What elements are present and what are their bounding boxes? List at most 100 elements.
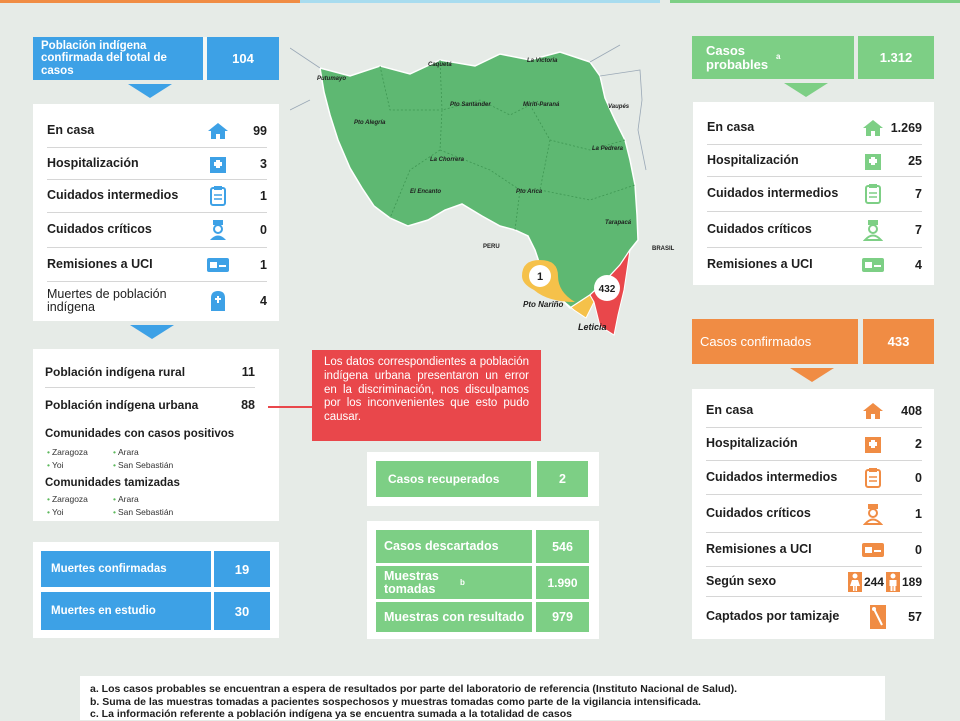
row-value: 4 — [915, 258, 922, 272]
ambulance-icon — [860, 254, 886, 276]
probables-header-label: Casos probables — [706, 42, 769, 72]
comunidades-positivos-list: • Zaragoza • Arara • Yoi • San Sebastián — [47, 447, 247, 470]
row-value: 2 — [915, 437, 922, 451]
confirmados-arrow — [790, 368, 834, 382]
external-border — [290, 44, 647, 171]
leticia-label: Leticia — [578, 322, 607, 332]
rural-row: Población indígena rural 11 — [45, 357, 255, 388]
swab-icon — [870, 605, 886, 629]
leticia-marker — [594, 275, 620, 301]
confirmados-row-intermedios: Cuidados intermedios 0 — [706, 461, 922, 495]
map-label-miriti: Mirití-Paraná — [523, 102, 560, 108]
confirmados-row-criticos: Cuidados críticos 1 — [706, 495, 922, 533]
row-value: 0 — [915, 542, 922, 557]
muertes-card: Muertes confirmadas 19 Muertes en estudi… — [33, 542, 279, 638]
muestras-tomadas-box: Muestras tomadas b — [376, 566, 532, 599]
indigena-row-intermedios: Cuidados intermedios 1 — [47, 180, 267, 213]
probables-row-criticos: Cuidados críticos 7 — [707, 212, 922, 248]
clipboard-icon — [205, 185, 231, 207]
top-accent-green — [670, 0, 960, 3]
probables-row-uci: Remisiones a UCI 4 — [707, 248, 922, 282]
female-icon — [847, 571, 862, 592]
list-item: • Yoi — [47, 460, 64, 470]
sexo-hombres-value: 189 — [901, 574, 922, 589]
indigena-header: Población indígena confirmada del total … — [33, 37, 279, 80]
recuperados-card: Casos recuperados 2 — [367, 452, 599, 506]
muestras-resultado-value: 979 — [536, 602, 589, 632]
nurse-icon — [860, 219, 886, 241]
map-label-vaupes: Vaupés — [608, 104, 630, 110]
indigena-row-criticos: Cuidados críticos 0 — [47, 213, 267, 248]
hospital-icon — [860, 150, 886, 172]
urbana-value: 88 — [241, 398, 255, 412]
row-value: 57 — [908, 610, 922, 624]
row-value: 3 — [260, 156, 267, 171]
ambulance-icon — [860, 539, 886, 561]
list-item: • Arara — [113, 494, 139, 504]
muertes-estudio-value: 30 — [214, 592, 270, 630]
row-value: 0 — [260, 223, 267, 237]
confirmados-row-tamizaje: Captados por tamizaje 57 — [706, 597, 922, 637]
internal-borders — [379, 59, 636, 231]
top-accent-orange — [0, 0, 310, 3]
muestras-tomadas-value: 1.990 — [536, 566, 589, 599]
list-item: • Zaragoza — [47, 447, 88, 457]
comunidades-tamizadas-label: Comunidades tamizadas — [45, 477, 180, 489]
map-label-ptoarica: Pto Arica — [516, 189, 543, 195]
pto-narino-count: 1 — [537, 271, 543, 283]
hospital-icon — [860, 433, 886, 455]
row-label: Remisiones a UCI — [706, 541, 812, 556]
confirmados-row-casa: En casa 408 — [706, 395, 922, 428]
list-item: • Arara — [113, 447, 139, 457]
probables-arrow — [784, 83, 828, 97]
map-label-lachorrera: La Chorrera — [430, 157, 465, 163]
row-value: 4 — [260, 294, 267, 308]
footnote-b: b. Suma de las muestras tomadas a pacien… — [90, 695, 701, 708]
row-value: 99 — [253, 123, 267, 138]
probables-row-intermedios: Cuidados intermedios 7 — [707, 177, 922, 212]
list-item: • Yoi — [47, 507, 64, 517]
row-value: 1 — [260, 257, 267, 272]
ambulance-icon — [205, 254, 231, 276]
row-label: En casa — [707, 120, 755, 135]
indigena-row-hospitalizacion: Hospitalización 3 — [47, 148, 267, 180]
row-label: Cuidados críticos — [707, 221, 812, 236]
map-label-tarapaca: Tarapacá — [605, 220, 632, 226]
confirmados-header-value: 433 — [863, 319, 934, 364]
indigena-row-muertes: Muertes de población indígena 4 — [47, 282, 267, 320]
clipboard-icon — [860, 467, 886, 489]
hospital-icon — [205, 153, 231, 175]
list-item: • San Sebastián — [113, 460, 174, 470]
row-label: Cuidados intermedios — [47, 188, 179, 203]
probables-header: Casos probables a 1.312 — [692, 36, 934, 79]
indigena-row-uci: Remisiones a UCI 1 — [47, 248, 267, 282]
probables-header-label-box: Casos probables a — [692, 36, 854, 79]
row-label: Captados por tamizaje — [706, 609, 840, 624]
probables-header-value: 1.312 — [858, 36, 934, 79]
row-label: Remisiones a UCI — [707, 257, 813, 272]
row-label: Muertes de población indígena — [47, 286, 167, 314]
row-label: En casa — [706, 403, 754, 418]
urbana-row: Población indígena urbana 88 — [45, 389, 255, 421]
map-label-ptoalegria: Pto Alegría — [354, 120, 386, 126]
map-label-lavictoria: La Victoria — [527, 58, 558, 64]
muertes-confirmadas-label: Muertes confirmadas — [41, 551, 211, 587]
row-value: 7 — [915, 187, 922, 201]
indigena-card: En casa 99 Hospitalización 3 Cuidados in… — [33, 104, 279, 321]
urbana-label: Población indígena urbana — [45, 397, 199, 412]
muertes-estudio-label: Muertes en estudio — [41, 592, 211, 630]
error-note: Los datos correspondientes a población i… — [312, 350, 541, 441]
muestras-tomadas-sup: b — [460, 577, 465, 587]
indigena-header-value: 104 — [207, 37, 279, 80]
footnotes: a. Los casos probables se encuentran a e… — [80, 676, 885, 720]
map-label-brasil: BRASIL — [652, 246, 675, 252]
comunidades-positivos-label: Comunidades con casos positivos — [45, 428, 235, 440]
nurse-icon — [860, 503, 886, 525]
descartados-value: 546 — [536, 530, 589, 563]
sexo-mujeres-value: 244 — [863, 574, 884, 589]
map-label-putumayo: Putumayo — [317, 76, 346, 82]
comunidades-tamizadas-list: • Zaragoza • Arara • Yoi • San Sebastián — [47, 494, 247, 517]
footnote-a: a. Los casos probables se encuentran a e… — [90, 683, 738, 695]
row-label: Remisiones a UCI — [47, 256, 153, 271]
indigena-header-label: Población indígena confirmada del total … — [33, 37, 203, 80]
